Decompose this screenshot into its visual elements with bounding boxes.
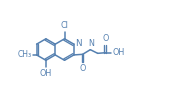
Text: O: O [102,34,108,43]
Text: OH: OH [40,69,52,78]
Text: CH₃: CH₃ [17,50,31,59]
Text: H: H [88,41,94,47]
Text: N: N [75,39,82,48]
Text: O: O [79,64,86,73]
Text: OH: OH [113,48,125,57]
Text: Cl: Cl [61,21,69,30]
Text: N: N [88,39,94,48]
